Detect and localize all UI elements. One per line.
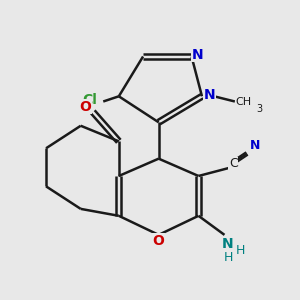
Text: Cl: Cl xyxy=(82,93,97,107)
Text: O: O xyxy=(79,100,91,114)
Text: CH: CH xyxy=(236,97,252,106)
Text: H: H xyxy=(236,244,245,257)
Text: N: N xyxy=(204,88,215,102)
Text: H: H xyxy=(224,251,233,264)
Text: 3: 3 xyxy=(257,104,263,115)
Text: N: N xyxy=(192,48,204,62)
Text: O: O xyxy=(153,234,165,248)
Text: N: N xyxy=(249,139,260,152)
Text: N: N xyxy=(221,236,233,250)
Text: C: C xyxy=(229,158,238,170)
